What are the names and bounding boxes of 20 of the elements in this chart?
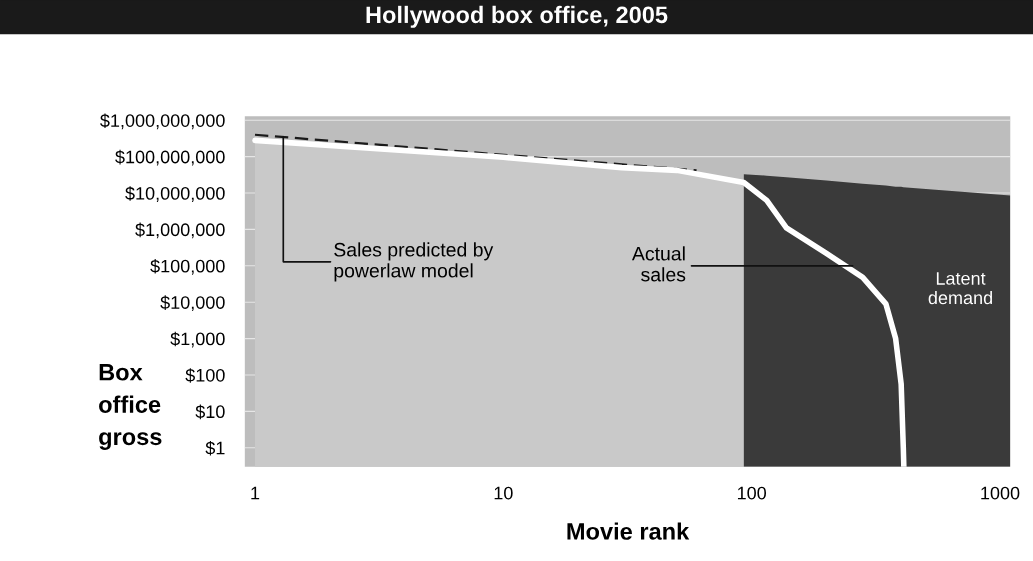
x-axis-title: Movie rank	[567, 522, 690, 540]
y-tick-label: $100,000,000	[115, 149, 225, 166]
x-tick-label: 1	[251, 486, 260, 500]
annotation: Sales predicted by powerlaw model	[334, 242, 494, 282]
y-tick-label: $1,000,000,000	[100, 113, 225, 130]
x-tick-label: 100	[737, 486, 767, 500]
y-tick-label: $10,000,000	[125, 186, 225, 202]
y-tick-label: $10,000	[160, 295, 225, 312]
y-tick-label: $10	[195, 404, 225, 420]
annotation: Actual sales	[631, 246, 686, 282]
x-tick-label: 1000	[981, 486, 1020, 500]
y-tick-label: $1,000	[170, 331, 225, 348]
y-tick-label: $1	[205, 440, 225, 456]
x-tick-label: 10	[494, 486, 513, 500]
y-tick-label: $1,000,000	[135, 222, 225, 239]
y-tick-label: $100	[185, 368, 225, 383]
y-tick-label: $100,000	[150, 258, 225, 275]
annotation: Latent demand	[928, 272, 992, 305]
chart-title: Hollywood box office, 2005	[366, 5, 668, 28]
y-axis-title: Box office gross	[99, 364, 162, 450]
